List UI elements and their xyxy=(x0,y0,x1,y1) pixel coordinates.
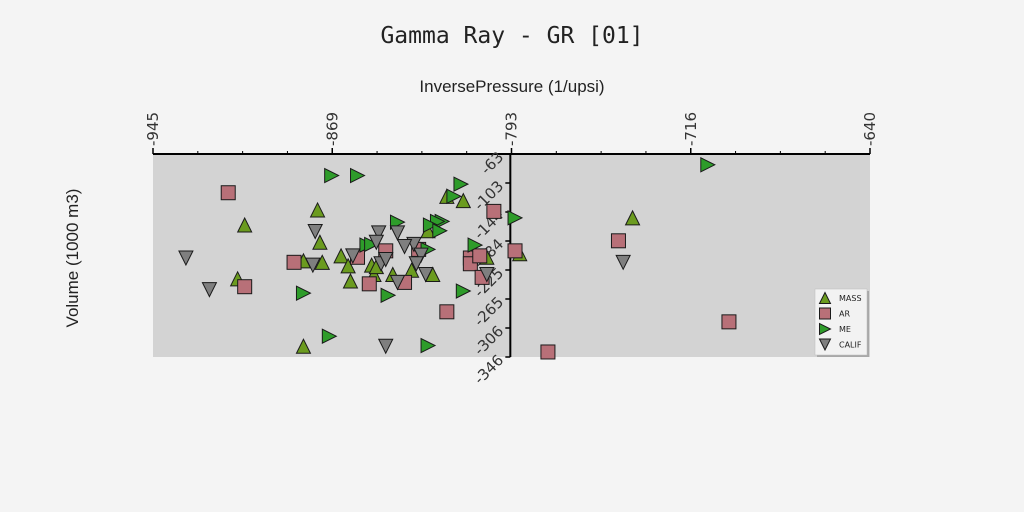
point-me xyxy=(324,167,340,184)
point-me xyxy=(446,188,463,205)
x-tick-label: -640 xyxy=(861,112,879,146)
point-ar xyxy=(486,203,502,219)
legend-marker-me xyxy=(819,322,832,336)
y-axis-label: Volume (1000 m3) xyxy=(63,189,82,328)
point-me xyxy=(453,176,470,192)
point-me xyxy=(295,285,312,301)
x-axis-label: InversePressure (1/upsi) xyxy=(419,77,604,96)
point-ar xyxy=(610,233,626,249)
point-mass xyxy=(333,247,349,264)
chart-title: Gamma Ray - GR [01] xyxy=(380,23,643,49)
point-calif xyxy=(413,247,429,264)
legend-label-calif: CALIF xyxy=(839,341,862,350)
point-me xyxy=(700,156,716,173)
point-calif xyxy=(377,338,394,355)
x-tick-label: -869 xyxy=(323,112,341,146)
legend-label-ar: AR xyxy=(839,310,850,319)
point-calif xyxy=(417,267,434,283)
point-calif xyxy=(396,239,413,255)
point-calif xyxy=(615,254,631,271)
point-mass xyxy=(309,201,326,218)
point-calif xyxy=(305,257,321,274)
point-calif xyxy=(345,248,361,264)
point-calif xyxy=(408,256,425,272)
point-me xyxy=(321,328,338,345)
legend-marker-mass xyxy=(818,291,832,304)
legend-label-mass: MASS xyxy=(839,294,862,303)
point-me xyxy=(432,222,448,239)
point-ar xyxy=(286,254,302,270)
data-points xyxy=(178,156,737,360)
point-calif xyxy=(307,223,324,240)
point-me xyxy=(420,337,437,354)
legend-label-me: ME xyxy=(839,325,851,334)
point-mass xyxy=(342,272,359,289)
point-mass xyxy=(236,216,253,233)
x-axis: -945 -869 -793 -716 -640 xyxy=(144,112,879,155)
point-ar xyxy=(507,243,523,259)
point-me xyxy=(350,167,366,184)
point-calif xyxy=(479,267,495,283)
point-ar xyxy=(540,344,556,360)
x-tick-label: -945 xyxy=(144,112,162,146)
point-mass xyxy=(455,192,472,209)
point-ar xyxy=(472,248,488,264)
point-me xyxy=(467,237,484,253)
point-calif xyxy=(368,234,385,251)
point-calif xyxy=(389,225,406,242)
point-me xyxy=(380,287,397,304)
point-mass xyxy=(295,338,312,354)
point-ar xyxy=(220,185,236,201)
point-me xyxy=(422,217,439,233)
point-calif xyxy=(377,251,394,268)
legend: MASS AR ME CALIF xyxy=(814,288,869,357)
x-tick-label: -716 xyxy=(682,112,700,146)
point-mass xyxy=(624,209,641,226)
legend-marker-calif xyxy=(818,338,832,352)
point-mass xyxy=(340,257,356,274)
point-mass xyxy=(314,254,331,270)
legend-marker-ar xyxy=(819,307,831,320)
point-me xyxy=(455,283,472,299)
point-ar xyxy=(721,314,737,330)
point-calif xyxy=(370,225,387,242)
point-ar xyxy=(439,304,455,320)
point-calif xyxy=(201,282,218,298)
x-tick-label: -793 xyxy=(503,112,521,146)
point-calif xyxy=(178,250,194,267)
point-me xyxy=(507,210,524,226)
point-ar xyxy=(361,276,377,292)
point-mass xyxy=(312,234,328,250)
point-ar xyxy=(237,279,253,295)
point-calif xyxy=(389,274,406,291)
